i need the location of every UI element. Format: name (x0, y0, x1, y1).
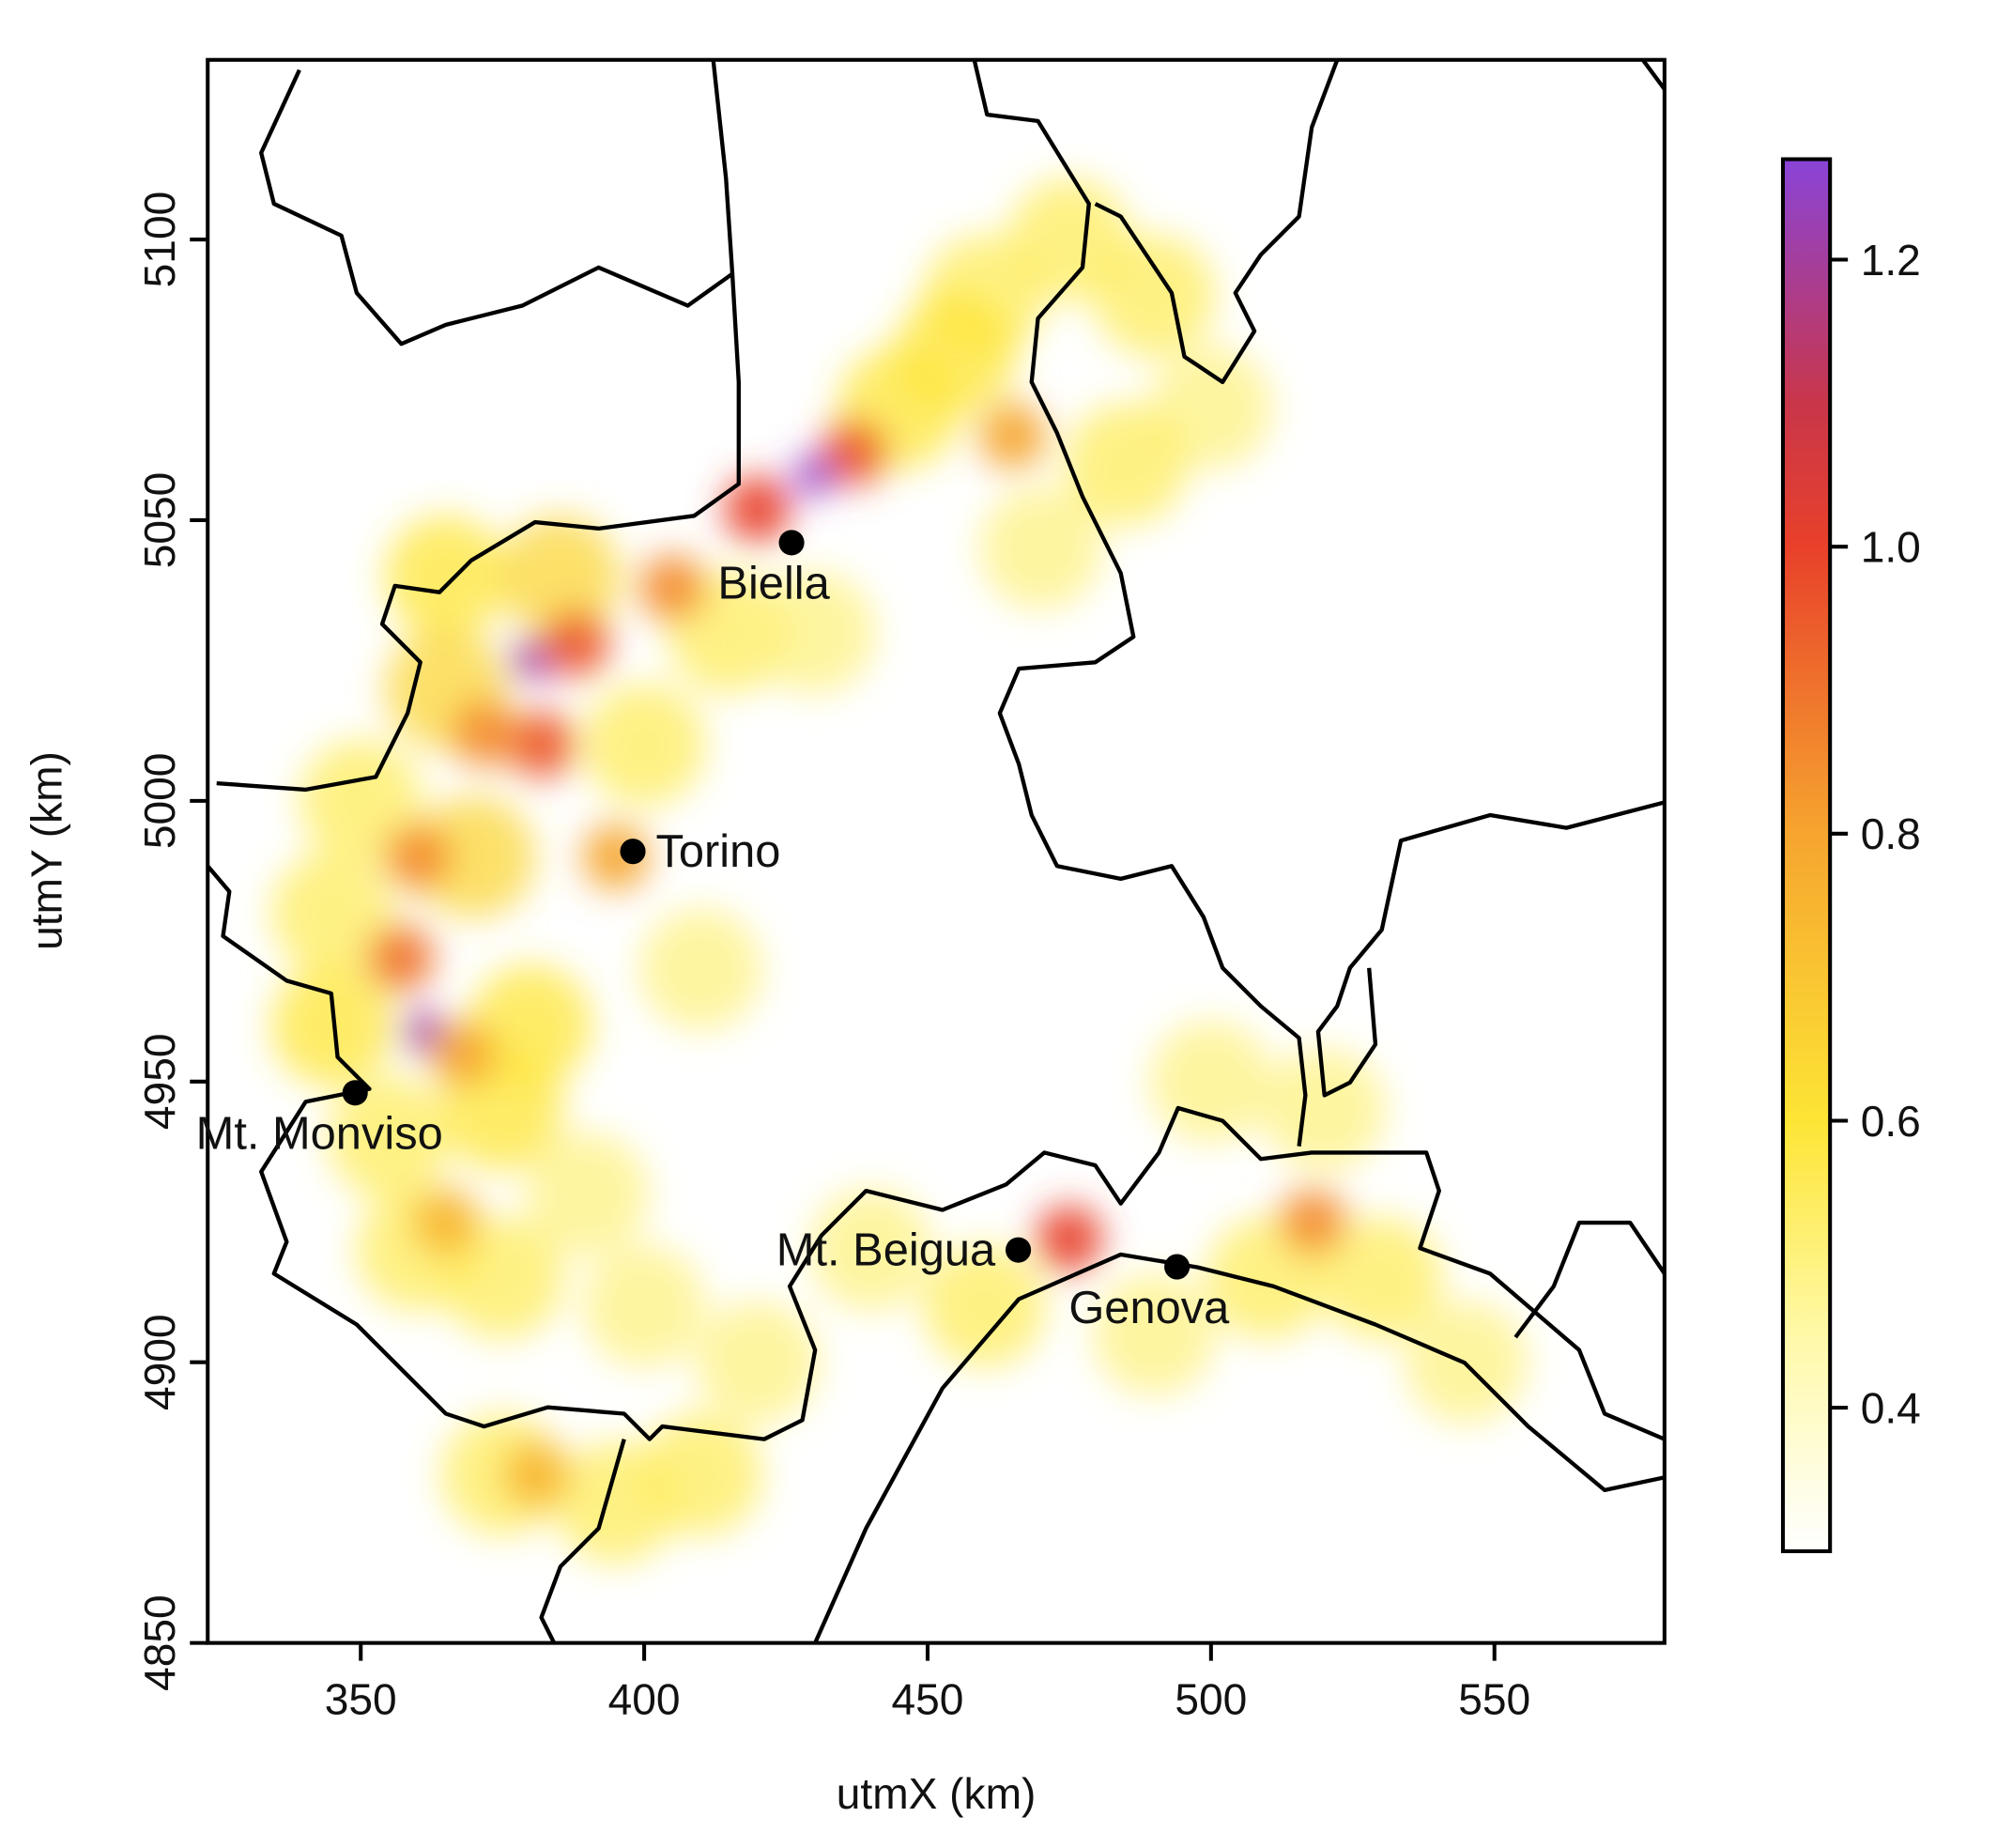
heat-blob (1093, 1272, 1216, 1395)
heat-blob (979, 403, 1046, 470)
heat-blob (384, 824, 451, 890)
city-label: Genova (1068, 1283, 1230, 1333)
heat-blob (526, 1132, 649, 1255)
colorbar (1780, 157, 1833, 1554)
heat-blob (441, 1216, 564, 1340)
heat-blob (503, 1441, 570, 1508)
heat-blob (895, 290, 1018, 413)
x-tick-label: 450 (892, 1675, 964, 1724)
heat-blob (543, 610, 609, 677)
x-tick-label: 400 (608, 1675, 681, 1724)
city-label: Mt. Beigua (776, 1224, 996, 1275)
heat-blob (724, 475, 791, 543)
heat-blob (1280, 1188, 1346, 1255)
heat-blob (821, 419, 887, 486)
colorbar-tick-label: 1.0 (1861, 522, 1921, 571)
heat-blob (328, 1076, 451, 1199)
y-tick-label: 4850 (135, 1594, 184, 1691)
y-tick-label: 5000 (135, 753, 184, 850)
heat-blob (384, 515, 507, 638)
x-tick-label: 550 (1458, 1675, 1530, 1724)
heat-field (270, 177, 1528, 1564)
heat-blob (402, 1010, 444, 1052)
city-label: Torino (655, 826, 780, 877)
heat-blob (639, 908, 762, 1031)
heat-blob (696, 1301, 819, 1424)
y-tick-label: 5050 (135, 472, 184, 569)
city-label: Biella (717, 559, 830, 609)
heat-blob (583, 683, 706, 807)
heat-blob (1065, 403, 1188, 526)
borders (207, 59, 1665, 1643)
heat-blob (509, 711, 576, 778)
city-point (1164, 1254, 1191, 1280)
y-tick-label: 5100 (135, 192, 184, 288)
city-point (620, 839, 646, 865)
colorbar-tick-label: 1.2 (1861, 236, 1921, 285)
heat-blob (1036, 1205, 1103, 1272)
heat-blob (429, 1020, 497, 1087)
heat-blob (412, 1188, 480, 1255)
heat-blob (979, 486, 1102, 609)
heat-blob (270, 852, 394, 975)
city-point (778, 530, 805, 556)
heat-blob (793, 454, 835, 496)
x-tick-label: 500 (1175, 1675, 1247, 1724)
city-label: Mt. Monviso (196, 1108, 443, 1159)
x-tick-label: 350 (325, 1675, 397, 1724)
city-point (1006, 1237, 1032, 1263)
heat-blob (367, 925, 434, 992)
heat-blob (583, 1244, 706, 1368)
city-point (342, 1080, 368, 1106)
heat-blob (510, 639, 552, 682)
colorbar-tick-label: 0.6 (1861, 1097, 1921, 1146)
y-tick-label: 4950 (135, 1034, 184, 1131)
colorbar-tick-label: 0.8 (1861, 809, 1921, 858)
heat-blob (452, 700, 519, 767)
heat-blob (1093, 234, 1216, 357)
heat-blob (300, 739, 422, 862)
heat-blob (1263, 1048, 1386, 1171)
heat-blob (1319, 1216, 1443, 1340)
y-tick-label: 4900 (135, 1314, 184, 1410)
heat-blob (412, 795, 536, 918)
heat-blob (753, 571, 876, 694)
colorbar-tick-label: 0.4 (1861, 1383, 1921, 1432)
plot-frame (206, 57, 1667, 1645)
heat-blob (923, 1244, 1046, 1368)
heat-blob (809, 1189, 932, 1312)
y-axis-label: utmY (km) (22, 751, 70, 950)
heat-blob (498, 515, 621, 638)
heat-blob (1149, 1020, 1272, 1143)
heat-blob (554, 1441, 678, 1564)
heat-blob (639, 554, 706, 621)
x-axis-label: utmX (km) (837, 1769, 1037, 1818)
